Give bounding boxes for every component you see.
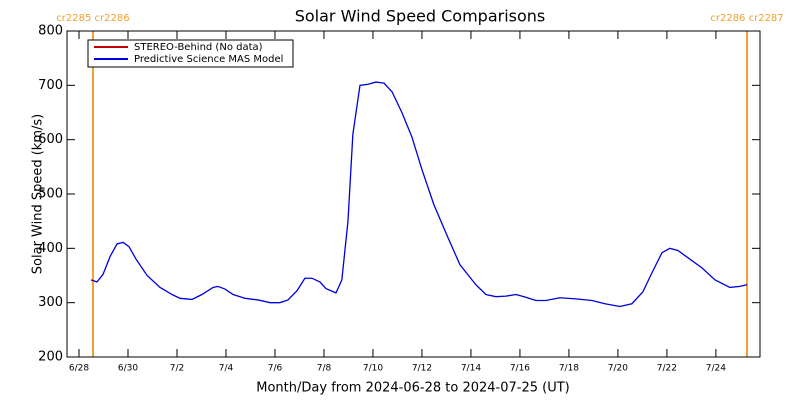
x-tick-label: 7/16 xyxy=(510,364,530,374)
chart-title: Solar Wind Speed Comparisons xyxy=(295,7,546,26)
x-tick-label: 6/28 xyxy=(69,364,89,374)
legend-label: STEREO-Behind (No data) xyxy=(134,42,263,53)
y-tick-label: 800 xyxy=(38,24,63,39)
x-tick-label: 6/30 xyxy=(118,364,138,374)
plot-frame xyxy=(66,30,761,358)
y-axis-label: Solar Wind Speed (km/s) xyxy=(31,114,46,274)
x-tick-label: 7/22 xyxy=(657,364,677,374)
x-tick-label: 7/20 xyxy=(608,364,628,374)
y-tick-label: 500 xyxy=(38,187,63,202)
legend-box xyxy=(87,39,294,68)
y-tick-label: 600 xyxy=(38,132,63,147)
y-tick-label: 700 xyxy=(38,78,63,93)
legend-label: Predictive Science MAS Model xyxy=(134,54,283,65)
x-tick-label: 7/4 xyxy=(219,364,234,374)
y-tick-label: 200 xyxy=(38,350,63,365)
carrington-label: cr2286 cr2287 xyxy=(710,13,783,24)
data-line xyxy=(90,81,748,308)
x-tick-label: 7/18 xyxy=(559,364,579,374)
x-tick-label: 7/24 xyxy=(706,364,726,374)
x-axis-label: Month/Day from 2024-06-28 to 2024-07-25 … xyxy=(256,381,569,396)
x-tick-label: 7/12 xyxy=(412,364,432,374)
x-tick-label: 7/10 xyxy=(363,364,383,374)
carrington-label: cr2285 cr2286 xyxy=(56,13,129,24)
y-tick-label: 400 xyxy=(38,241,63,256)
x-tick-label: 7/2 xyxy=(170,364,184,374)
y-tick-label: 300 xyxy=(38,295,63,310)
x-tick-label: 7/6 xyxy=(268,364,283,374)
x-tick-label: 7/14 xyxy=(461,364,481,374)
x-tick-label: 7/8 xyxy=(317,364,332,374)
